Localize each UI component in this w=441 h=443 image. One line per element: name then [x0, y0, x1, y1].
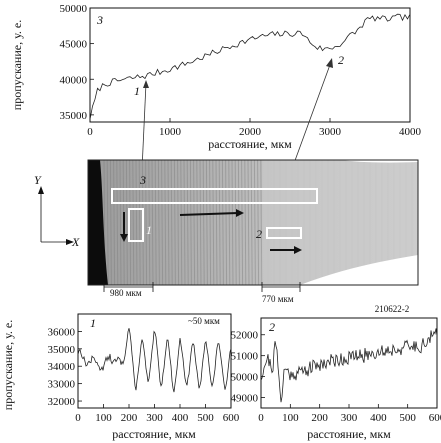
axes: 0 100 200 300 400 500 600 49000 50000 51000 52000 [231, 330, 441, 424]
x-tick-label: 300 [341, 412, 358, 424]
x-axis-label: расстояние, мкм [112, 427, 196, 441]
scale-bar-left-label: 980 мкм [110, 288, 142, 298]
x-tick-label: 4000 [399, 126, 422, 138]
strip-3-label: 3 [139, 173, 146, 187]
scale-bar-right-label: 770 мкм [262, 294, 294, 304]
x-tick-label: 0 [258, 412, 264, 424]
y-tick-label: 32000 [48, 396, 76, 408]
y-tick-label: 50000 [60, 3, 88, 15]
scan-arrow-long-head [236, 209, 244, 217]
panel-label: 3 [96, 13, 103, 27]
x-tick-label: 100 [282, 412, 299, 424]
chart-panel-1: 0 100 200 300 400 500 600 32000 33000 34000 35000 3… [1, 313, 240, 441]
y-tick-label: 35000 [48, 344, 76, 356]
y-tick-label: 35000 [60, 110, 88, 122]
y-axis-label: пропускание, у. е. [1, 320, 15, 410]
y-axis-glyph-label: Y [34, 173, 42, 187]
x-tick-label: 1000 [159, 126, 182, 138]
plot-frame [260, 317, 438, 409]
x-tick-label: 400 [370, 412, 387, 424]
axes: 0 100 200 300 400 500 600 32000 33000 34000 35000 3… [48, 326, 240, 424]
x-tick-label: 600 [223, 412, 240, 424]
x-tick-label: 3000 [319, 126, 342, 138]
image-frame [87, 159, 419, 286]
x-tick-label: 200 [311, 412, 328, 424]
figure-id: 210622-2 [375, 304, 410, 314]
x-axis-glyph-label: X [71, 235, 80, 249]
chart-panel-2: 010020030040050060049000500005100052000 … [231, 317, 441, 441]
y-axis-label: пропускание, у. е. [10, 20, 24, 110]
scan-arrow-region-2-head [294, 246, 302, 254]
region-2-label: 2 [256, 227, 262, 241]
panel-label: 2 [269, 320, 275, 334]
y-tick-label: 50000 [231, 372, 259, 384]
y-tick-label: 49000 [231, 393, 259, 405]
connector-arrow-1 [143, 80, 149, 88]
y-tick-label: 52000 [231, 330, 259, 342]
x-axis-label: расстояние, мкм [307, 427, 391, 441]
series-line [90, 13, 410, 120]
crystal-boundary-top [340, 160, 418, 163]
period-annotation: ~50 мкм [188, 316, 220, 326]
x-tick-label: 0 [75, 412, 81, 424]
micrograph-image: 3 1 2 980 мкм 770 мкм [87, 159, 419, 304]
x-axis-label: расстояние, мкм [208, 137, 292, 151]
x-tick-label: 600 [429, 412, 441, 424]
crystal-boundary [300, 255, 418, 285]
region-1-box [128, 208, 144, 242]
strip-3-box [111, 188, 318, 204]
region-marker-2: 2 [338, 53, 344, 67]
y-tick-label: 51000 [231, 351, 259, 363]
x-tick-label: 100 [95, 412, 112, 424]
y-tick-label: 45000 [60, 39, 88, 51]
x-tick-label: 200 [121, 412, 138, 424]
series-line [78, 328, 231, 393]
plot-frame [77, 313, 232, 409]
x-tick-label: 300 [146, 412, 163, 424]
y-tick-label: 40000 [60, 74, 88, 86]
y-tick-label: 36000 [48, 326, 76, 338]
region-2-box [266, 227, 302, 239]
x-tick-label: 500 [399, 412, 416, 424]
periodic-stripes [103, 160, 413, 285]
x-tick-label: 400 [172, 412, 189, 424]
region-marker-1: 1 [134, 84, 140, 98]
plot-frame [89, 7, 411, 123]
x-tick-label: 500 [197, 412, 214, 424]
x-tick-label: 0 [87, 126, 93, 138]
scan-arrow-region-1-head [120, 234, 128, 242]
x-tick-label: 2000 [239, 126, 262, 138]
dark-edge [88, 160, 108, 285]
connector-arrow-2 [326, 58, 333, 68]
axes: 0 1000 2000 3000 4000 35000 40000 45000 50000 [60, 3, 422, 138]
y-tick-label: 34000 [48, 361, 76, 373]
panel-label: 1 [90, 316, 96, 330]
y-tick-label: 33000 [48, 379, 76, 391]
coordinate-axes: Y X [34, 173, 80, 249]
region-1-label: 1 [146, 223, 152, 237]
series-line [261, 328, 437, 403]
scan-arrow-long [179, 212, 239, 216]
